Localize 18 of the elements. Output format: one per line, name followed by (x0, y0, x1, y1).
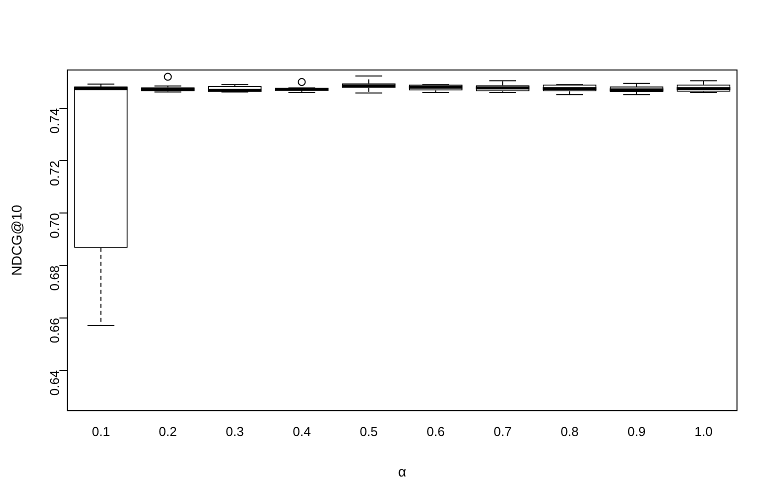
y-tick-label: 0.70 (46, 213, 62, 238)
x-tick-label: 0.6 (426, 424, 445, 439)
x-tick-label: 0.7 (494, 424, 512, 439)
x-tick-label: 0.8 (560, 424, 579, 439)
x-tick-label: 0.4 (292, 424, 311, 439)
y-tick-label: 0.64 (46, 370, 62, 396)
y-tick-label: 0.74 (46, 108, 62, 134)
x-tick-label: 0.5 (360, 424, 378, 439)
y-tick-label: 0.72 (46, 160, 62, 186)
x-tick-label: 0.3 (226, 424, 244, 439)
x-axis-title: α (398, 463, 406, 480)
x-tick-label: 0.2 (158, 424, 177, 439)
y-axis-title: NDCG@10 (8, 204, 24, 276)
x-tick-label: 1.0 (694, 424, 713, 439)
x-tick-label: 0.1 (92, 424, 110, 439)
y-tick-label: 0.68 (46, 265, 62, 291)
y-tick-label: 0.66 (46, 318, 62, 344)
x-tick-label: 0.9 (628, 424, 646, 439)
